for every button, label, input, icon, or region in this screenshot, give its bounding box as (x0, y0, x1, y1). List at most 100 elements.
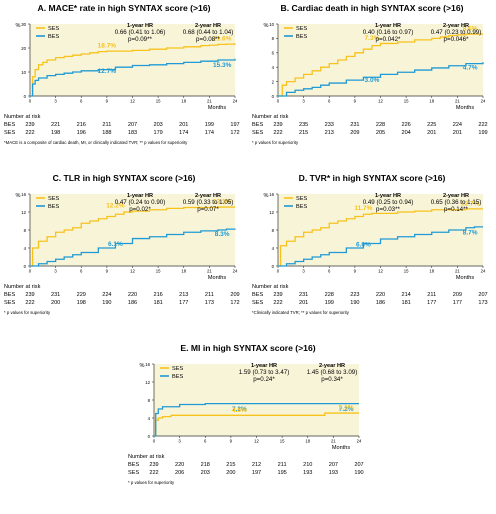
x-tick-label: 0 (29, 269, 32, 274)
risk-value: 211 (205, 292, 214, 298)
risk-value: 210 (303, 462, 312, 468)
risk-group-label: SES (252, 300, 263, 306)
y-tick-label: 10 (269, 22, 274, 27)
hr2-header: 2-year HR (443, 193, 469, 199)
risk-value: 199 (205, 122, 214, 128)
x-tick-label: 3 (302, 269, 305, 274)
risk-value: 211 (102, 122, 111, 128)
series-line-ses (30, 206, 235, 267)
y-tick-label: 0 (272, 94, 275, 99)
risk-value: 239 (273, 122, 282, 128)
risk-value: 203 (153, 122, 162, 128)
risk-value: 174 (179, 130, 188, 136)
risk-header: Number at risk (128, 454, 165, 460)
hr2-header: 2-year HR (319, 363, 345, 369)
data-label: 12.7% (98, 68, 117, 75)
risk-value: 201 (179, 122, 188, 128)
risk-value: 199 (325, 300, 334, 306)
footnote: *Clinically indicated TVR; ** p values f… (252, 310, 350, 315)
risk-value: 218 (201, 462, 210, 468)
data-label: 7.2% (232, 406, 247, 413)
hr2-header: 2-year HR (443, 23, 469, 29)
x-axis-label: Months (456, 105, 475, 111)
risk-value: 173 (478, 300, 487, 306)
x-tick-label: 15 (156, 99, 161, 104)
y-tick-label: 0 (24, 94, 27, 99)
risk-value: 173 (205, 300, 214, 306)
x-tick-label: 24 (481, 99, 486, 104)
risk-value: 203 (201, 470, 210, 476)
x-tick-label: 24 (233, 99, 238, 104)
risk-value: 201 (427, 130, 436, 136)
footnote: * p values for superiority (128, 480, 175, 485)
y-tick-label: 30 (21, 22, 26, 27)
risk-value: 190 (354, 470, 363, 476)
x-tick-label: 6 (328, 99, 331, 104)
risk-value: 188 (102, 130, 111, 136)
chart-title: C. TLR in high SYNTAX score (>16) (53, 173, 196, 183)
data-label: 7.2% (339, 406, 354, 413)
risk-value: 198 (77, 300, 86, 306)
panel-a: A. MACE* rate in high SYNTAX score (>16)… (0, 0, 248, 170)
risk-value: 211 (427, 292, 436, 298)
hr1-value: 0.66 (0.41 to 1.06) (115, 29, 166, 36)
risk-value: 199 (478, 130, 487, 136)
series-line-bes (154, 402, 359, 437)
y-tick-label: 6 (272, 51, 275, 56)
data-label: 18.7% (98, 43, 117, 50)
risk-header: Number at risk (4, 114, 41, 120)
y-tick-label: 8 (148, 398, 151, 403)
x-tick-label: 18 (181, 269, 186, 274)
risk-value: 216 (153, 292, 162, 298)
risk-value: 224 (102, 292, 111, 298)
risk-value: 226 (401, 122, 410, 128)
y-tick-label: 8 (272, 36, 275, 41)
series-line-ses (154, 412, 359, 437)
x-tick-label: 15 (404, 269, 409, 274)
risk-value: 220 (128, 292, 137, 298)
x-tick-label: 21 (455, 99, 460, 104)
legend-label-ses: SES (296, 26, 307, 32)
x-tick-label: 6 (80, 269, 83, 274)
hr1-pvalue: p=0.03** (376, 206, 401, 213)
hr2-value: 0.65 (0.36 to 1.15) (431, 199, 482, 206)
x-tick-label: 21 (331, 439, 336, 444)
legend-label-bes: BES (48, 34, 59, 40)
series-line-ses (30, 43, 236, 97)
risk-value: 190 (350, 300, 359, 306)
series-line-bes (30, 58, 236, 97)
x-tick-label: 0 (277, 99, 280, 104)
y-tick-label: 12 (269, 210, 274, 215)
risk-group-label: BES (4, 292, 15, 298)
x-tick-label: 12 (254, 439, 259, 444)
hr1-pvalue: p=0.042* (376, 36, 402, 43)
data-label: 8.6% (463, 26, 478, 33)
x-axis-label: Months (456, 275, 475, 281)
x-tick-label: 12 (130, 99, 135, 104)
hr2-value: 0.68 (0.44 to 1.04) (183, 29, 234, 36)
hr1-pvalue: p=0.24* (253, 376, 275, 383)
risk-value: 179 (153, 130, 162, 136)
risk-value: 204 (401, 130, 410, 136)
plot-background (30, 24, 235, 96)
series-line-bes (278, 62, 484, 97)
series-line-ses (278, 33, 483, 97)
hr2-header: 2-year HR (195, 23, 221, 29)
hr1-header: 1-year HR (251, 363, 277, 369)
data-label: 5.1% (339, 405, 354, 412)
legend-label-ses: SES (48, 196, 59, 202)
x-axis-label: Months (332, 445, 351, 451)
legend-label-ses: SES (172, 366, 183, 372)
risk-value: 172 (230, 300, 239, 306)
x-tick-label: 24 (233, 269, 238, 274)
hr1-header: 1-year HR (375, 23, 401, 29)
risk-value: 213 (325, 130, 334, 136)
risk-value: 205 (376, 130, 385, 136)
y-axis-label: % (264, 193, 269, 199)
hr2-header: 2-year HR (195, 193, 221, 199)
risk-value: 215 (299, 130, 308, 136)
y-tick-label: 4 (148, 416, 151, 421)
risk-value: 235 (299, 122, 308, 128)
risk-value: 186 (376, 300, 385, 306)
risk-value: 233 (325, 122, 334, 128)
